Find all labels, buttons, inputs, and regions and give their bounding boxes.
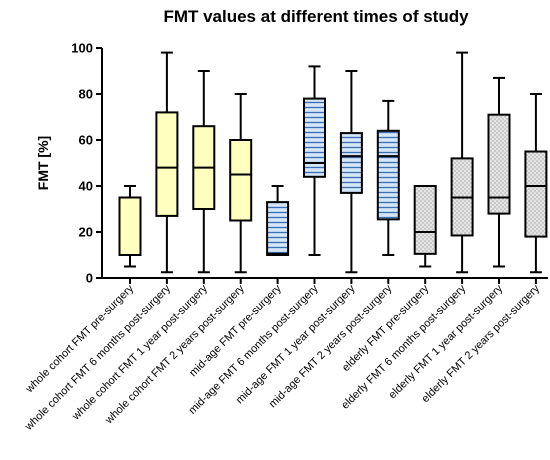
y-tick-label: 40 [79,179,93,194]
category-label: whole cohort FMT 6 months post-surgery [22,282,173,433]
y-axis-label: FMT [%] [35,136,51,190]
category-label: whole cohort FMT 2 years post-surgery [102,282,247,427]
box-4 [229,93,253,274]
iqr-box [118,196,142,256]
box-9 [413,185,437,268]
y-tick-label: 60 [79,133,93,148]
y-tick-label: 80 [79,87,93,102]
iqr-box [487,113,511,215]
box-11 [487,76,511,268]
box-series [118,51,548,274]
y-axis: 0 20 40 60 80 100 [71,41,103,286]
box-8 [376,99,400,256]
iqr-box [413,185,437,255]
iqr-box [339,132,363,194]
category-label: mid-age FMT 6 months post-surgery [186,282,320,416]
iqr-box [524,150,548,238]
box-3 [192,70,216,274]
y-tick-label: 0 [86,271,93,286]
chart-title: FMT values at different times of study [163,7,469,26]
box-2 [155,51,179,274]
box-12 [524,93,548,274]
iqr-box [303,97,326,178]
box-6 [303,65,326,256]
iqr-box [266,201,290,257]
box-1 [118,185,142,268]
box-10 [450,51,474,274]
iqr-box [229,139,253,222]
y-tick-label: 100 [71,41,93,56]
box-5 [266,185,290,257]
iqr-box [376,129,400,221]
category-label: whole cohort FMT 1 year post-surgery [69,282,210,423]
iqr-box [155,111,179,217]
y-tick-label: 20 [79,225,93,240]
box-7 [339,70,363,274]
x-axis [102,277,548,284]
